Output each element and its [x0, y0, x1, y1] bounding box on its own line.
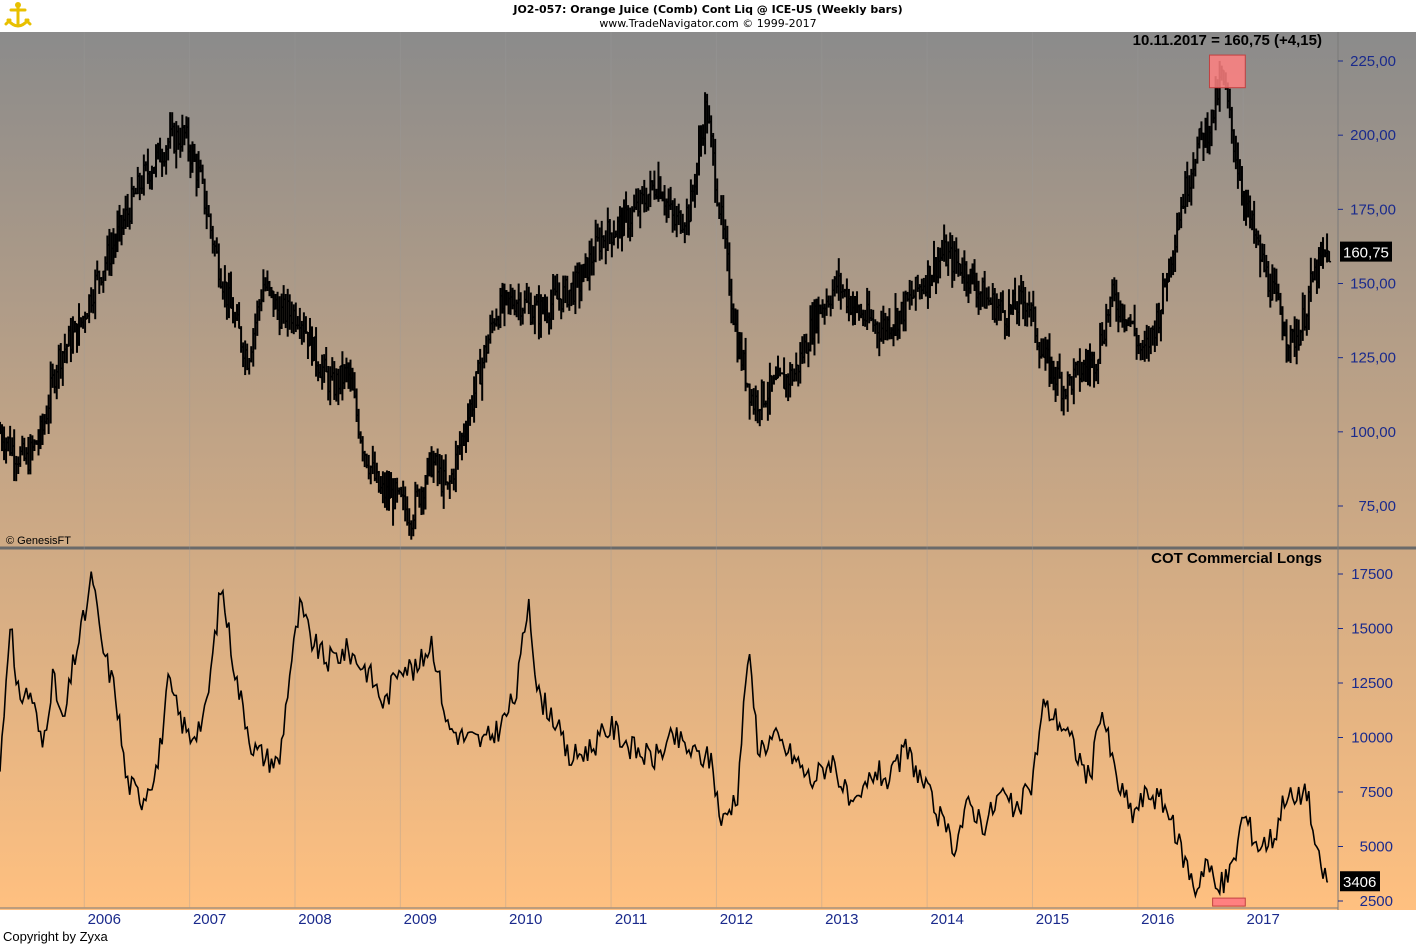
cot-y-axis: 2500 5000 7500 10000 12500 15000 17500 [1338, 566, 1393, 910]
cot-y-tick-12500: 12500 [1351, 675, 1393, 692]
cot-y-tick-17500: 17500 [1351, 566, 1393, 583]
x-axis: 2006 2007 2008 2009 2010 2011 2012 2013 2014 2015… [88, 911, 1280, 928]
cot-y-tick-2500: 2500 [1360, 893, 1393, 910]
price-y-tick-100: 100,00 [1350, 424, 1396, 441]
svg-text:160,75: 160,75 [1343, 245, 1389, 262]
price-annotation: 10.11.2017 = 160,75 (+4,15) [1133, 32, 1322, 49]
indicator-title: COT Commercial Longs [1151, 550, 1322, 567]
x-tick-label-2011: 2011 [615, 911, 647, 928]
x-tick-label-2010: 2010 [509, 911, 542, 928]
x-tick-label-2013: 2013 [825, 911, 858, 928]
price-y-tick-175: 175,00 [1350, 201, 1396, 218]
svg-text:3406: 3406 [1343, 874, 1376, 891]
genesis-credit: © GenesisFT [6, 535, 71, 547]
price-last-value-badge: 160,75 [1340, 241, 1392, 262]
price-y-axis: 75,00 100,00 125,00 150,00 175,00 200,00 225,0… [1338, 53, 1396, 515]
cot-y-tick-5000: 5000 [1360, 839, 1393, 856]
x-tick-label-2014: 2014 [930, 911, 963, 928]
cot-line [0, 571, 1329, 899]
x-tick-label-2009: 2009 [404, 911, 437, 928]
cot-y-tick-15000: 15000 [1351, 621, 1393, 638]
x-tick-label-2012: 2012 [720, 911, 753, 928]
price-highlight-box [1208, 54, 1246, 89]
price-y-tick-150: 150,00 [1350, 276, 1396, 293]
price-series [0, 54, 1332, 540]
plot-background [0, 32, 1416, 910]
x-tick-label-2017: 2017 [1246, 911, 1279, 928]
anchor-logo-icon [4, 2, 32, 28]
x-tick-label-2016: 2016 [1141, 911, 1174, 928]
chart-subtitle: www.TradeNavigator.com © 1999-2017 [599, 17, 816, 30]
price-bar [1327, 250, 1332, 263]
price-y-tick-225: 225,00 [1350, 53, 1396, 70]
chart-title: JO2-057: Orange Juice (Comb) Cont Liq @ … [512, 3, 902, 16]
price-y-tick-75: 75,00 [1358, 498, 1396, 515]
cot-y-tick-10000: 10000 [1351, 730, 1393, 747]
cot-last-value-badge: 3406 [1340, 871, 1380, 892]
copyright-credit: Copyright by Zyxa [3, 929, 109, 944]
cot-highlight-box [1212, 897, 1246, 907]
cot-y-tick-7500: 7500 [1360, 784, 1393, 801]
x-tick-label-2008: 2008 [298, 911, 331, 928]
cot-series [0, 571, 1329, 907]
x-tick-label-2015: 2015 [1036, 911, 1069, 928]
x-tick-label-2007: 2007 [193, 911, 226, 928]
price-y-tick-125: 125,00 [1350, 350, 1396, 367]
x-tick-label-2006: 2006 [88, 911, 121, 928]
price-y-tick-200: 200,00 [1350, 127, 1396, 144]
